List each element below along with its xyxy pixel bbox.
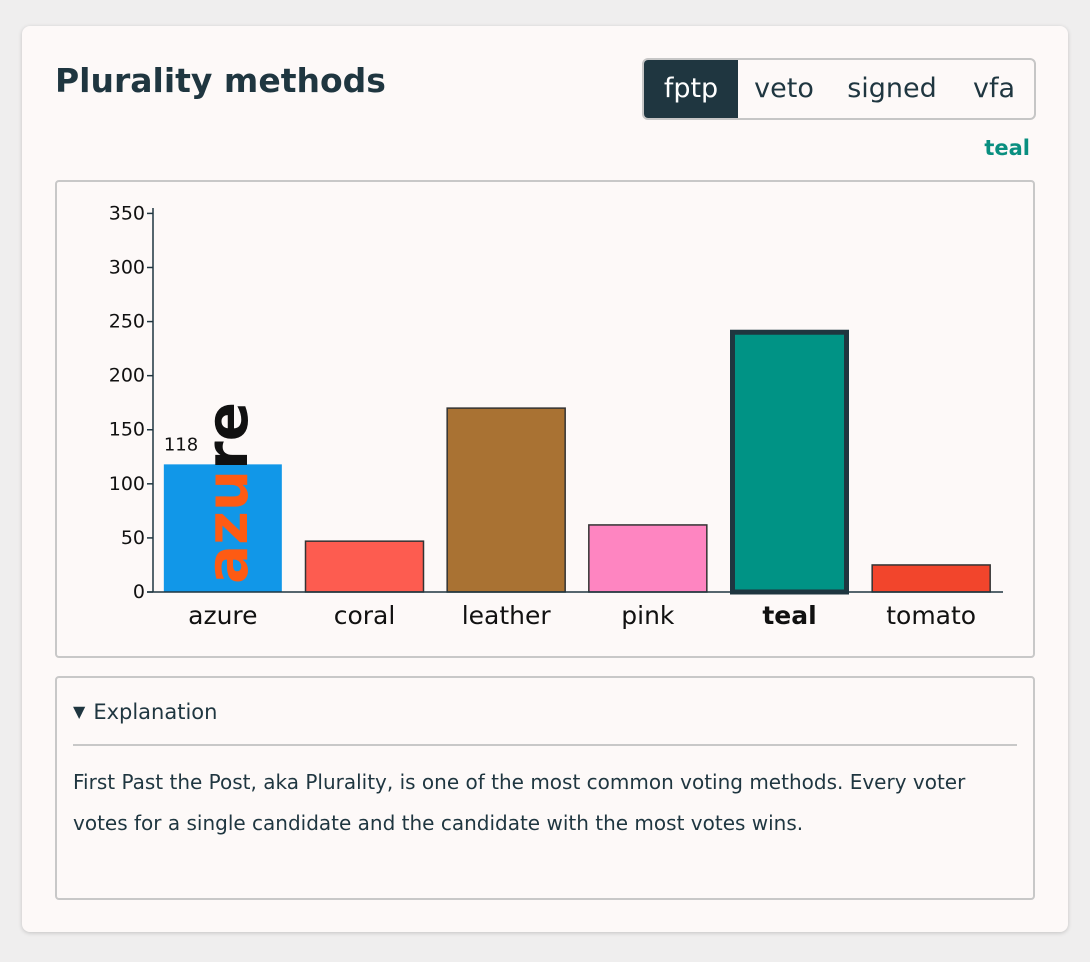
y-tick-label: 200 — [109, 365, 145, 387]
x-tick-label: tomato — [886, 601, 976, 630]
y-tick-label: 50 — [121, 527, 145, 549]
bar-pink[interactable] — [588, 524, 708, 593]
explanation-divider — [73, 744, 1017, 746]
bar-teal[interactable] — [730, 329, 849, 595]
bar-coral[interactable] — [304, 540, 425, 593]
explanation-toggle[interactable]: ▼ Explanation — [73, 700, 217, 724]
y-tick-label: 350 — [109, 202, 145, 224]
y-tick-label: 100 — [109, 473, 145, 495]
explanation-text: First Past the Post, aka Plurality, is o… — [73, 770, 966, 835]
y-tick-label: 300 — [109, 256, 145, 278]
page-title: Plurality methods — [55, 61, 386, 100]
x-tick-label: azure — [188, 601, 257, 630]
winner-label: teal — [984, 136, 1030, 160]
x-tick-label: teal — [762, 601, 816, 630]
explanation-panel: ▼ Explanation First Past the Post, aka Pl… — [55, 676, 1035, 900]
plurality-card: Plurality methods fptp veto signed vfa t… — [22, 26, 1068, 932]
y-tick-label: 0 — [133, 581, 145, 603]
bar-tomato[interactable] — [871, 564, 991, 593]
chart-container: 0 50 100 150 200 250 300 350 azure 118 azure coral l… — [55, 180, 1035, 658]
x-tick-label: leather — [462, 601, 552, 630]
bar-azure[interactable] — [163, 464, 282, 592]
y-tick-label: 250 — [109, 311, 145, 333]
tab-veto[interactable]: veto — [754, 73, 814, 104]
x-tick-label: pink — [621, 601, 675, 630]
bar-value-label: 118 — [164, 434, 198, 455]
x-tick-label: coral — [334, 601, 396, 630]
hover-overlay-text: azure — [193, 402, 261, 584]
tab-fptp[interactable]: fptp — [644, 60, 738, 118]
tab-signed[interactable]: signed — [847, 73, 937, 104]
tab-vfa[interactable]: vfa — [972, 73, 1016, 104]
bar-leather[interactable] — [446, 407, 566, 593]
y-tick-label: 150 — [109, 419, 145, 441]
method-tabs: fptp veto signed vfa — [642, 58, 1036, 120]
triangle-down-icon: ▼ — [73, 702, 86, 721]
explanation-summary-label: Explanation — [93, 700, 218, 724]
